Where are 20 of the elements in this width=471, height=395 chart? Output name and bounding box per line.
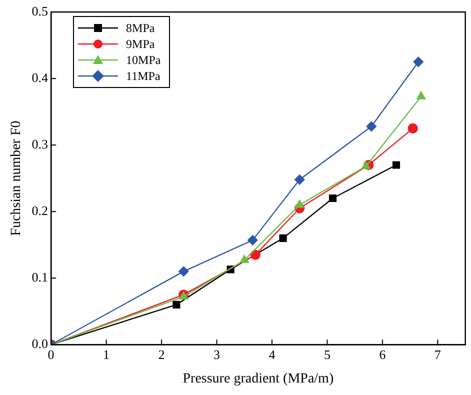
y-tick-label: 0.5: [32, 3, 48, 18]
legend-label: 10MPa: [126, 52, 161, 68]
x-tick-label: 3: [214, 346, 220, 362]
x-tick-label: 7: [434, 346, 442, 362]
x-axis-title: Pressure gradient (MPa/m): [182, 371, 334, 386]
y-tick-label: 0.4: [32, 70, 49, 85]
y-tick-label: 0.2: [32, 202, 48, 218]
legend-label: 11MPa: [126, 68, 160, 84]
legend-label: 9MPa: [126, 36, 155, 52]
y-tick-label: 0.3: [32, 136, 48, 152]
x-tick-label: 6: [379, 346, 386, 362]
y-tick-label: 0.0: [32, 336, 48, 352]
y-tick-label: 0.1: [32, 270, 48, 284]
x-tick-label: 2: [158, 346, 165, 362]
legend-label: 8MPa: [126, 20, 155, 36]
x-tick-label: 4: [268, 346, 276, 362]
x-tick-label: 5: [324, 346, 330, 362]
x-tick-label: 1: [103, 346, 110, 362]
y-axis-title: Fuchsian number F0: [9, 120, 24, 236]
x-tick-label: 0: [48, 346, 54, 362]
